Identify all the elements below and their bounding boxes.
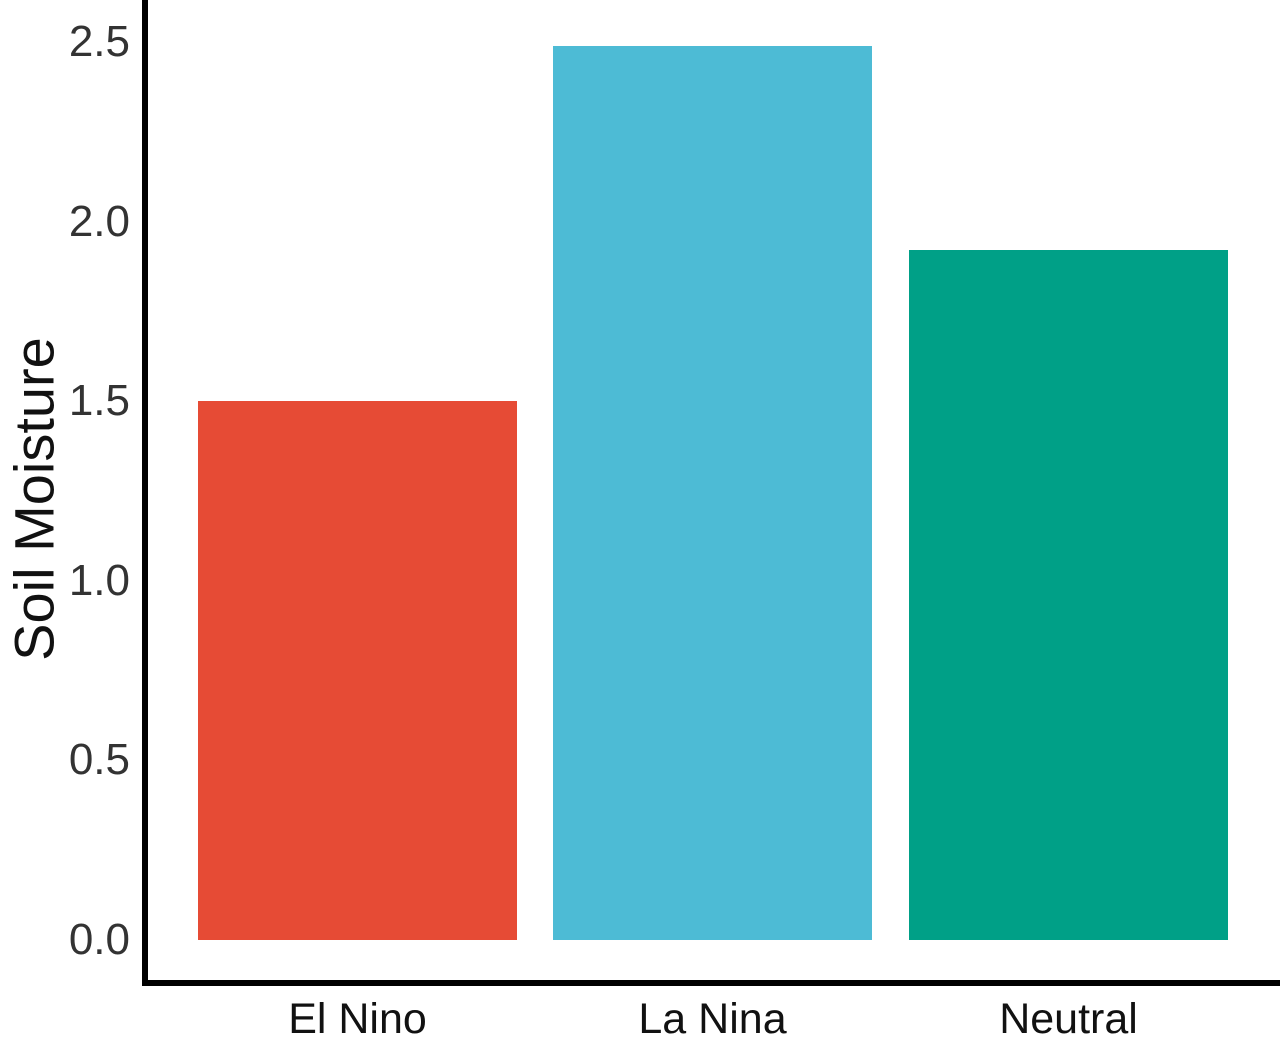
- y-axis-line: [142, 0, 148, 986]
- x-axis-label-el-nino: El Nino: [288, 995, 427, 1037]
- x-axis-line: [142, 980, 1280, 986]
- x-axis-label-la-nina: La Nina: [638, 995, 787, 1037]
- y-tick-label-1.5: 1.5: [68, 376, 130, 426]
- y-tick-label-1.0: 1.0: [68, 555, 130, 605]
- bar-el-nino: [198, 401, 517, 940]
- y-tick-label-2.5: 2.5: [68, 17, 130, 66]
- y-tick-label-0.0: 0.0: [68, 915, 130, 964]
- x-axis-label-neutral: Neutral: [999, 995, 1138, 1037]
- bar-neutral: [909, 250, 1228, 940]
- bar-la-nina: [553, 45, 872, 940]
- y-tick-label-0.5: 0.5: [68, 735, 130, 785]
- y-tick-label-2.0: 2.0: [68, 196, 130, 246]
